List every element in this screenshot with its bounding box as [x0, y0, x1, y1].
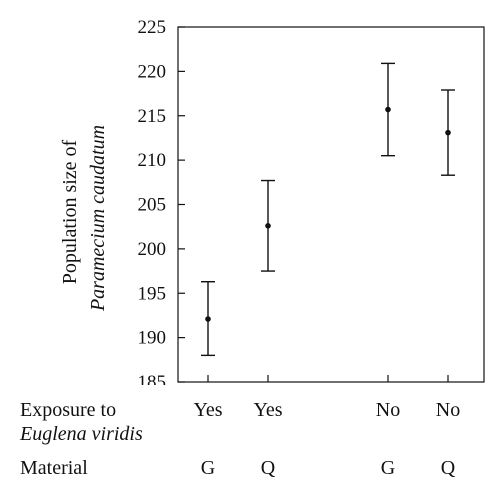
material-label: Q: [260, 457, 276, 479]
exposure-label: No: [375, 399, 401, 421]
material-label: Q: [440, 457, 456, 479]
y-tick-label: 220: [138, 61, 167, 82]
y-tick-label: 205: [138, 195, 167, 216]
y-tick-label: 225: [138, 17, 167, 38]
y-tick-label: 185: [138, 372, 167, 385]
y-tick-label: 215: [138, 106, 167, 127]
mean-point: [265, 223, 271, 229]
material-row-label: Material: [20, 457, 88, 479]
y-tick-label: 195: [138, 283, 167, 304]
mean-point: [445, 129, 451, 136]
exposure-label: Yes: [253, 399, 283, 421]
plot-frame: [177, 26, 485, 383]
y-tick-label: 190: [138, 328, 167, 349]
y-axis-label-line1: Population size of: [59, 139, 81, 284]
mean-point: [385, 106, 391, 113]
exposure-label: Yes: [193, 399, 223, 421]
y-tick-label: 200: [138, 239, 167, 260]
x-axis-ticks: [207, 375, 449, 382]
material-label: G: [200, 457, 216, 479]
exposure-row-label-line1: Exposure to: [20, 399, 117, 421]
mean-point: [205, 316, 211, 322]
exposure-label: No: [435, 399, 461, 421]
error-bar-chart: 185 190 195 200 205 210 215 220 225 Population s…: [59, 17, 485, 385]
material-label: G: [380, 457, 396, 479]
data-marks: [201, 62, 455, 357]
y-tick-label: 210: [138, 150, 167, 171]
y-axis: 185 190 195 200 205 210 215 220 225: [138, 17, 185, 385]
exposure-row-label-line2: Euglena viridis: [20, 423, 143, 445]
y-axis-label-line2: Paramecium caudatum: [87, 125, 109, 312]
